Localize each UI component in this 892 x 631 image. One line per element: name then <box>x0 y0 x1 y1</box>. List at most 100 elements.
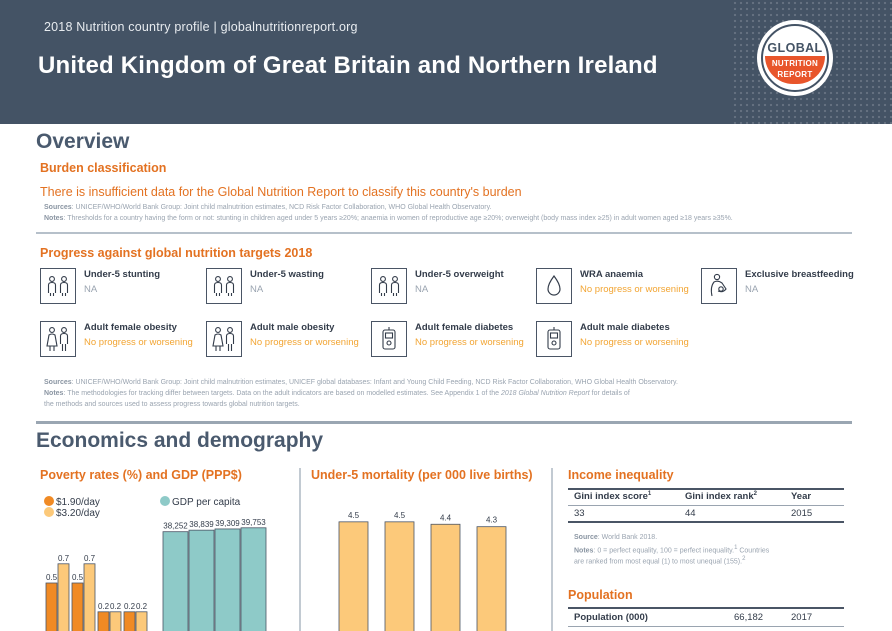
poverty-bar-190 <box>97 611 110 631</box>
poverty-label-320: 0.2 <box>110 602 122 611</box>
profile-line: 2018 Nutrition country profile | globaln… <box>44 20 358 34</box>
target-under-5-wasting: Under-5 wasting NA <box>206 268 371 308</box>
global-nutrition-report-logo: GLOBAL NUTRITION REPORT <box>757 20 833 96</box>
legend-swatch <box>44 496 54 506</box>
children-icon <box>206 268 242 304</box>
mortality-bar <box>384 521 415 631</box>
mortality-bar <box>476 526 507 631</box>
target-name: Adult female diabetes <box>415 322 514 333</box>
target-exclusive-breastfeeding: Exclusive breastfeeding NA <box>701 268 866 308</box>
target-name: Exclusive breastfeeding <box>745 269 854 280</box>
gdp-label: 38,252 <box>163 522 188 531</box>
children-icon <box>40 268 76 304</box>
income-source: Source: World Bank 2018. <box>574 534 658 541</box>
mortality-label: 4.3 <box>486 516 498 525</box>
population-value: 66,182 <box>734 612 764 623</box>
poverty-bar-190 <box>71 582 84 631</box>
legend-190: $1.90/day <box>44 496 100 508</box>
target-name: Adult female obesity <box>84 322 177 333</box>
gini-score-value: 33 <box>574 508 585 519</box>
gini-rank-header: Gini index rank2 <box>685 491 757 503</box>
legend-gdp: GDP per capita <box>160 496 240 508</box>
poverty-label-320: 0.7 <box>84 554 96 563</box>
population-heading: Population <box>568 588 633 602</box>
target-under-5-stunting: Under-5 stunting NA <box>40 268 205 308</box>
mortality-bar <box>338 521 369 631</box>
gdp-bar <box>240 527 267 631</box>
legend-swatch <box>160 496 170 506</box>
burden-notes: Notes: Thresholds for a country having t… <box>44 215 733 222</box>
table-rule <box>568 505 844 506</box>
target-status: No progress or worsening <box>580 284 689 295</box>
poverty-bar-320 <box>109 611 122 631</box>
burden-message: There is insufficient data for the Globa… <box>40 185 522 199</box>
target-name: Adult male obesity <box>250 322 335 333</box>
mortality-label: 4.5 <box>394 511 406 520</box>
mortality-heading: Under-5 mortality (per 000 live births) <box>311 468 533 482</box>
logo-text-nutrition-report: NUTRITION REPORT <box>757 58 833 80</box>
target-adult-female-obesity: Adult female obesity No progress or worse… <box>40 321 205 361</box>
column-divider <box>299 468 301 631</box>
logo-text-global: GLOBAL <box>767 41 823 55</box>
population-year: 2017 <box>791 612 813 623</box>
table-rule <box>568 626 844 627</box>
table-rule <box>568 488 844 490</box>
poverty-bar-190 <box>45 582 58 631</box>
population-label: Population (000) <box>574 612 648 623</box>
legend-swatch <box>44 507 54 517</box>
poverty-label-190: 0.5 <box>46 573 58 582</box>
income-notes: Notes: 0 = perfect equality, 100 = perfe… <box>574 545 770 555</box>
poverty-label-320: 0.2 <box>136 602 148 611</box>
burden-sources: Sources: UNICEF/WHO/World Bank Group: Jo… <box>44 204 492 211</box>
poverty-label-190: 0.2 <box>98 602 110 611</box>
table-rule <box>568 521 844 523</box>
divider <box>36 421 852 424</box>
adults-icon <box>206 321 242 357</box>
gdp-label: 39,309 <box>215 519 240 528</box>
burden-classification-heading: Burden classification <box>40 161 167 175</box>
glucose-meter-icon <box>371 321 407 357</box>
gdp-bar <box>188 529 215 631</box>
gdp-bar <box>162 531 189 631</box>
poverty-bar-320 <box>83 563 96 631</box>
gini-rank-value: 44 <box>685 508 696 519</box>
children-icon <box>371 268 407 304</box>
target-status: No progress or worsening <box>250 337 359 348</box>
gdp-label: 38,839 <box>189 520 214 529</box>
economics-title: Economics and demography <box>36 429 324 452</box>
target-wra-anaemia: WRA anaemia No progress or worsening <box>536 268 701 308</box>
poverty-label-190: 0.5 <box>72 573 84 582</box>
target-status: NA <box>250 284 264 295</box>
poverty-heading: Poverty rates (%) and GDP (PPP$) <box>40 468 242 482</box>
page-header: 2018 Nutrition country profile | globaln… <box>0 0 892 124</box>
adults-icon <box>40 321 76 357</box>
income-inequality-heading: Income inequality <box>568 468 674 482</box>
poverty-bar-320 <box>135 611 148 631</box>
column-divider <box>551 468 553 631</box>
progress-notes: Notes: The methodologies for tracking di… <box>44 390 630 397</box>
poverty-bar-320 <box>57 563 70 631</box>
target-under-5-overweight: Under-5 overweight NA <box>371 268 536 308</box>
country-title: United Kingdom of Great Britain and Nort… <box>38 52 658 79</box>
progress-sources: Sources: UNICEF/WHO/World Bank Group: Jo… <box>44 379 678 386</box>
target-adult-male-obesity: Adult male obesity No progress or worseni… <box>206 321 371 361</box>
target-adult-female-diabetes: Adult female diabetes No progress or wors… <box>371 321 536 361</box>
income-notes-line2: are ranked from most equal (1) to most u… <box>574 556 746 566</box>
target-status: NA <box>415 284 429 295</box>
poverty-label-320: 0.7 <box>58 554 70 563</box>
logo-text-nutrition: NUTRITION <box>771 59 819 68</box>
gdp-label: 39,753 <box>241 518 266 527</box>
target-adult-male-diabetes: Adult male diabetes No progress or worsen… <box>536 321 701 361</box>
gini-score-header: Gini index score1 <box>574 491 652 503</box>
target-status: No progress or worsening <box>84 337 193 348</box>
breastfeeding-icon <box>701 268 737 304</box>
year-header: Year <box>791 491 812 502</box>
gini-year-value: 2015 <box>791 508 813 519</box>
target-status: No progress or worsening <box>580 337 689 348</box>
target-name: Under-5 overweight <box>415 269 504 280</box>
target-status: NA <box>84 284 98 295</box>
progress-notes-line3: the methods and sources used to assess p… <box>44 401 300 408</box>
target-name: Under-5 stunting <box>84 269 160 280</box>
target-status: No progress or worsening <box>415 337 524 348</box>
